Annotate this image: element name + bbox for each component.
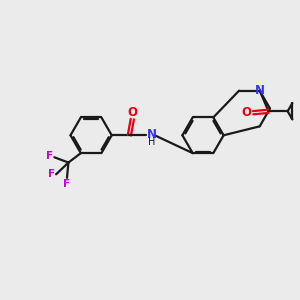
Text: N: N [255, 84, 265, 97]
Text: O: O [127, 106, 137, 119]
Text: O: O [242, 106, 252, 119]
Text: N: N [146, 128, 157, 141]
Text: H: H [148, 137, 155, 147]
Text: F: F [47, 169, 55, 179]
Text: F: F [46, 151, 53, 161]
Text: F: F [63, 179, 70, 189]
